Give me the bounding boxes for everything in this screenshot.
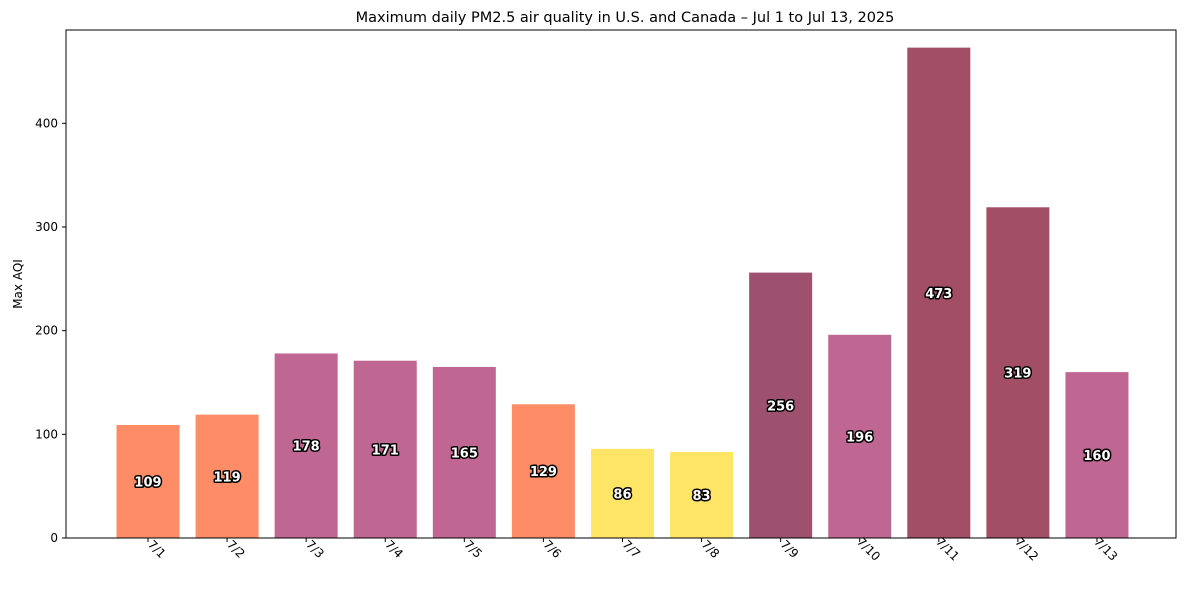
bar-7-9	[749, 272, 813, 538]
x-tick-label: 7/7	[620, 537, 644, 561]
x-tick-label: 7/3	[303, 537, 327, 561]
x-axis: 7/1 7/2 7/3 7/4 7/5 7/6 7/7 7/8 7/9 7/10 7/11 7/12 7…	[145, 535, 1120, 564]
y-tick-label: 0	[50, 531, 58, 545]
bar-7-7	[590, 448, 654, 538]
chart-title: Maximum daily PM2.5 air quality in U.S. …	[356, 10, 895, 26]
x-tick-label: 7/13	[1091, 535, 1120, 564]
x-tick-label: 7/4	[382, 537, 406, 561]
y-axis: 0 100 200 300 400	[35, 116, 66, 545]
bar-value-label: 83	[693, 489, 711, 504]
bar-value-label: 171	[372, 443, 399, 458]
bar-7-3	[274, 353, 338, 538]
x-tick-label: 7/10	[854, 535, 883, 564]
bar-value-label: 473	[925, 287, 952, 302]
bar-7-1	[116, 424, 180, 538]
x-tick-label: 7/2	[224, 537, 248, 561]
bar-value-label: 178	[293, 440, 320, 455]
bar-7-13	[1065, 372, 1129, 538]
bar-7-10	[828, 334, 892, 538]
bar-value-label: 119	[214, 470, 241, 485]
bar-value-label: 160	[1083, 449, 1110, 464]
bar-7-2	[195, 414, 259, 538]
x-tick-label: 7/6	[540, 537, 564, 561]
y-tick-label: 100	[35, 427, 58, 441]
bar-7-4	[353, 360, 417, 538]
x-tick-label: 7/8	[699, 537, 723, 561]
bar-7-12	[986, 207, 1050, 539]
x-tick-label: 7/12	[1012, 535, 1041, 564]
bar-value-label: 86	[613, 487, 631, 502]
x-tick-label: 7/1	[145, 537, 169, 561]
x-tick-label: 7/5	[461, 537, 485, 561]
bar-value-label: 165	[451, 446, 478, 461]
bar-value-label: 256	[767, 399, 794, 414]
bar-labels-group: 109 119 178 171 165 129 86 83 256 196 473 319 160	[133, 285, 1112, 505]
bar-value-label: 196	[846, 430, 873, 445]
y-axis-label: Max AQI	[11, 259, 25, 309]
bar-7-5	[432, 366, 496, 538]
bar-value-label: 319	[1004, 367, 1031, 382]
bar-value-label: 109	[134, 475, 161, 490]
y-tick-label: 200	[35, 324, 58, 338]
bar-7-11	[907, 47, 971, 539]
plot-frame	[65, 29, 1177, 539]
bar-7-8	[670, 451, 734, 538]
x-tick-label: 7/11	[933, 535, 962, 564]
bar-value-label: 129	[530, 465, 557, 480]
y-tick-label: 300	[35, 220, 58, 234]
bar-7-6	[511, 404, 575, 538]
bars-group	[116, 47, 1129, 539]
x-tick-label: 7/9	[778, 537, 802, 561]
y-tick-label: 400	[35, 116, 58, 130]
